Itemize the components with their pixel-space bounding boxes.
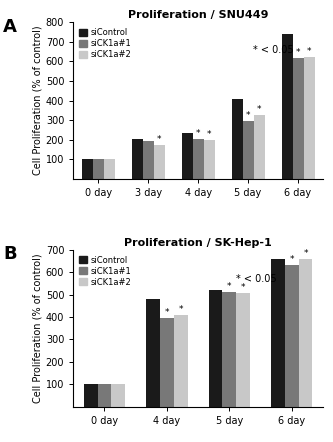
Text: *: * (165, 308, 169, 317)
Text: A: A (3, 18, 17, 36)
Y-axis label: Cell Proliferation (% of control): Cell Proliferation (% of control) (33, 26, 43, 175)
Legend: siControl, siCK1a#1, siCK1a#2: siControl, siCK1a#1, siCK1a#2 (78, 254, 133, 288)
Text: *: * (178, 305, 183, 313)
Bar (193, 139, 204, 179)
Bar (111, 384, 125, 407)
Bar (146, 299, 160, 407)
Text: B: B (3, 245, 17, 263)
Text: *: * (296, 49, 300, 57)
Bar (174, 315, 187, 407)
Bar (285, 265, 299, 407)
Bar (209, 290, 222, 407)
Bar (271, 259, 285, 407)
Text: *: * (307, 47, 311, 57)
Legend: siControl, siCK1a#1, siCK1a#2: siControl, siCK1a#1, siCK1a#2 (78, 26, 133, 61)
Bar (104, 160, 115, 179)
Text: *: * (257, 105, 261, 114)
Bar (82, 160, 93, 179)
Bar (293, 58, 304, 179)
Title: Proliferation / SNU449: Proliferation / SNU449 (128, 10, 268, 20)
Text: *: * (227, 282, 232, 291)
Text: *: * (241, 283, 245, 292)
Text: *: * (246, 111, 250, 120)
Bar (98, 384, 111, 407)
Bar (222, 292, 236, 407)
Bar (204, 140, 215, 179)
Bar (254, 115, 265, 179)
Text: * < 0.05: * < 0.05 (236, 274, 276, 284)
Text: *: * (289, 255, 294, 264)
Bar (304, 57, 314, 179)
Bar (160, 318, 174, 407)
Bar (84, 384, 98, 407)
Bar (232, 99, 242, 179)
Bar (143, 141, 154, 179)
Text: *: * (157, 135, 162, 144)
Text: *: * (303, 248, 308, 258)
Bar (93, 160, 104, 179)
Bar (132, 139, 143, 179)
Bar (182, 133, 192, 179)
Text: *: * (196, 129, 200, 138)
Bar (299, 259, 312, 407)
Text: *: * (207, 130, 211, 139)
Bar (236, 293, 250, 407)
Bar (282, 34, 293, 179)
Bar (242, 121, 254, 179)
Title: Proliferation / SK-Hep-1: Proliferation / SK-Hep-1 (124, 237, 272, 248)
Bar (154, 145, 165, 179)
Text: * < 0.05: * < 0.05 (253, 45, 294, 54)
Y-axis label: Cell Proliferation (% of control): Cell Proliferation (% of control) (33, 253, 43, 403)
